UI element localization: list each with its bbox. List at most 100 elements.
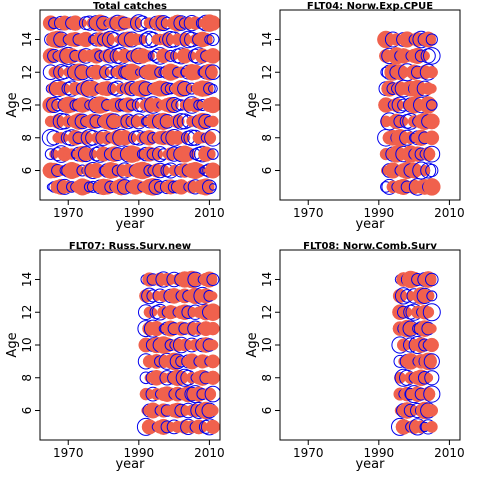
- panel-flt07-russ-surv-new: FLT07: Russ.Surv.new 1970 1990 2010 6 8 10 12 1…: [5, 241, 225, 472]
- y-tick-label: 12: [260, 65, 274, 80]
- bubble-mark: [422, 303, 441, 322]
- x-tick-label: 1970: [293, 446, 324, 460]
- bubble-mark: [422, 306, 435, 319]
- panel-title: FLT04: Norw.Exp.CPUE: [307, 1, 433, 12]
- bubble-mark: [208, 291, 218, 301]
- bubble-mark: [419, 96, 437, 114]
- bubble-mark: [426, 290, 438, 302]
- bubble-mark: [426, 323, 437, 334]
- bubble-layer: [136, 270, 220, 436]
- bubble-mark: [204, 129, 220, 147]
- y-tick-label: 6: [20, 167, 34, 175]
- bubble-mark: [205, 419, 220, 435]
- bubble-mark: [206, 33, 220, 46]
- y-tick-label: 12: [20, 305, 34, 320]
- bubble-mark: [423, 47, 441, 65]
- bubble-mark: [419, 271, 437, 288]
- bubble-mark: [203, 147, 216, 161]
- bubble-mark: [205, 354, 220, 369]
- bubble-mark: [208, 83, 218, 94]
- y-tick-label: 8: [20, 374, 34, 382]
- bubble-mark: [423, 372, 434, 383]
- bubble-mark: [420, 31, 437, 48]
- bubble-mark: [205, 48, 220, 64]
- bubble-mark: [425, 163, 439, 178]
- panel-flt04-norw-exp-cpue: FLT04: Norw.Exp.CPUE 1970 1990 2010 6 8 10 12 1…: [245, 1, 465, 232]
- x-tick-label: 1990: [364, 446, 395, 460]
- bubble-mark: [205, 15, 220, 31]
- y-tick-label: 14: [260, 32, 274, 47]
- bubble-mark: [207, 148, 219, 160]
- bubble-mark: [419, 164, 431, 177]
- bubble-layer: [377, 30, 441, 196]
- panel-title: FLT08: Norw.Comb.Surv: [303, 241, 437, 252]
- bubble-layer: [391, 270, 441, 436]
- bubble-mark: [204, 303, 220, 321]
- x-tick-label: 2010: [194, 446, 225, 460]
- bubble-mark: [197, 178, 215, 196]
- bubble-mark: [423, 385, 441, 403]
- bubble-mark: [423, 145, 441, 163]
- x-tick-label: 2010: [434, 446, 465, 460]
- bubble-mark: [206, 321, 220, 336]
- bubble-mark: [206, 273, 220, 286]
- x-tick-label: 1970: [53, 206, 84, 220]
- x-tick-label: 1970: [293, 206, 324, 220]
- panel-total-catches: Total catches 1970 1990 2010 6 8 10 12 14 year Ag…: [5, 1, 225, 232]
- bubble-mark: [423, 353, 440, 370]
- y-tick-label: 10: [20, 337, 34, 352]
- y-tick-label: 6: [260, 167, 274, 175]
- y-tick-label: 8: [20, 134, 34, 142]
- bubble-mark: [209, 183, 217, 191]
- y-tick-label: 12: [20, 65, 34, 80]
- y-tick-label: 14: [20, 272, 34, 287]
- bubble-mark: [201, 271, 218, 288]
- bubble-mark: [199, 32, 213, 47]
- y-tick-label: 8: [260, 134, 274, 142]
- x-axis-label: year: [355, 457, 385, 472]
- bubble-mark: [207, 115, 219, 128]
- y-axis-label: Age: [5, 332, 20, 357]
- bubble-mark: [424, 370, 440, 386]
- x-tick-label: 2010: [434, 206, 465, 220]
- x-tick-label: 1990: [124, 446, 155, 460]
- panel-title: FLT07: Russ.Surv.new: [69, 241, 191, 252]
- bubble-mark: [423, 178, 441, 196]
- y-tick-label: 12: [260, 305, 274, 320]
- bubble-mark: [204, 385, 220, 403]
- y-tick-label: 8: [260, 374, 274, 382]
- y-axis-label: Age: [5, 92, 20, 117]
- bubble-mark: [162, 96, 179, 114]
- x-tick-label: 1990: [124, 206, 155, 220]
- bubble-mark: [204, 162, 220, 179]
- bubble-mark: [424, 130, 440, 146]
- bubble-mark: [207, 339, 219, 351]
- bubble-mark: [426, 83, 437, 94]
- bubble-mark: [425, 404, 439, 417]
- y-axis-label: Age: [245, 92, 260, 117]
- bubble-mark: [204, 96, 220, 114]
- y-tick-label: 6: [260, 407, 274, 415]
- bubble-mark: [202, 131, 217, 145]
- y-axis-label: Age: [245, 332, 260, 357]
- y-tick-label: 6: [20, 407, 34, 415]
- bubble-mark: [419, 352, 437, 371]
- panel-flt08-norw-comb-surv: FLT08: Norw.Comb.Surv 1970 1990 2010 6 8 10 12…: [245, 241, 465, 472]
- y-tick-label: 10: [20, 97, 34, 112]
- y-tick-label: 14: [260, 272, 274, 287]
- bubble-mark: [205, 370, 220, 385]
- bubble-mark: [203, 82, 216, 95]
- bubble-mark: [425, 33, 438, 46]
- bubble-mark: [205, 64, 220, 80]
- bubble-mark: [425, 420, 438, 433]
- bubble-mark: [421, 289, 435, 303]
- bubble-mark: [426, 99, 438, 111]
- y-tick-label: 14: [20, 32, 34, 47]
- bubble-mark: [200, 63, 218, 81]
- bubble-mark: [421, 146, 436, 162]
- x-axis-label: year: [115, 217, 145, 232]
- y-tick-label: 10: [260, 337, 274, 352]
- bubble-mark: [424, 337, 439, 353]
- x-tick-label: 1970: [53, 446, 84, 460]
